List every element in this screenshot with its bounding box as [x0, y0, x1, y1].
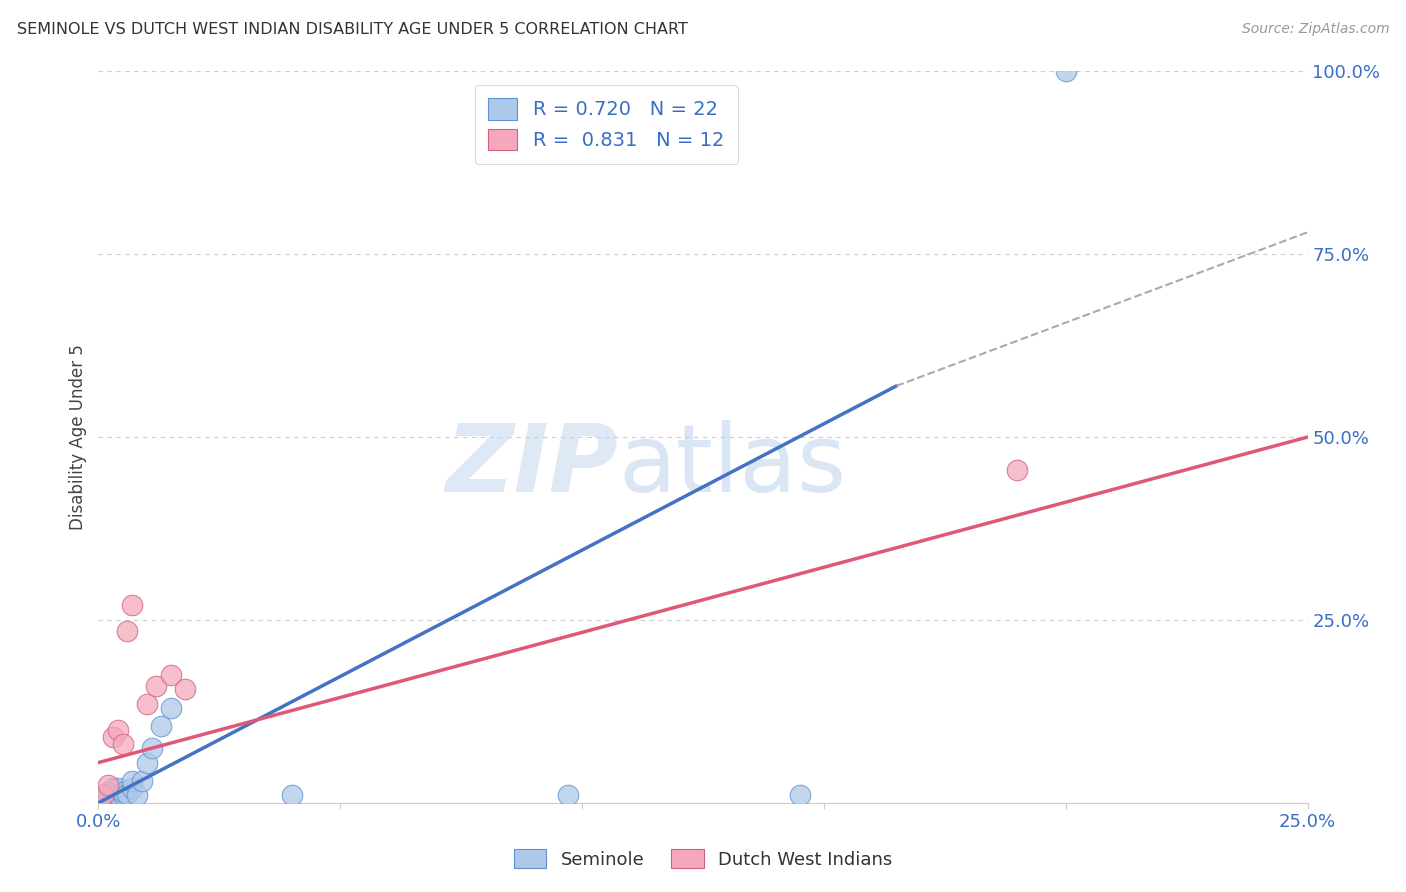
Point [121, 781, 143, 796]
Point [135, 756, 157, 770]
Point [121, 773, 143, 788]
Point [111, 785, 134, 799]
Text: ZIP: ZIP [446, 420, 619, 512]
Point [145, 679, 167, 693]
Point [111, 737, 134, 751]
Point [111, 789, 134, 803]
Y-axis label: Disability Age Under 5: Disability Age Under 5 [69, 344, 87, 530]
Text: atlas: atlas [619, 420, 846, 512]
Point [1007, 463, 1029, 477]
Point [91, 789, 114, 803]
Point [101, 730, 124, 744]
Point [141, 740, 163, 755]
Point [160, 667, 183, 681]
Point [107, 781, 129, 796]
Point [135, 697, 157, 711]
Point [107, 789, 129, 803]
Point [121, 599, 143, 613]
Point [1054, 64, 1077, 78]
Point [91, 789, 114, 804]
Point [557, 789, 579, 803]
Point [117, 624, 139, 638]
Point [97, 785, 120, 799]
Point [281, 789, 304, 803]
Text: Source: ZipAtlas.com: Source: ZipAtlas.com [1241, 22, 1389, 37]
Text: SEMINOLE VS DUTCH WEST INDIAN DISABILITY AGE UNDER 5 CORRELATION CHART: SEMINOLE VS DUTCH WEST INDIAN DISABILITY… [17, 22, 688, 37]
Point [174, 682, 197, 697]
Legend: Seminole, Dutch West Indians: Seminole, Dutch West Indians [506, 842, 900, 876]
Point [127, 789, 149, 803]
Point [107, 723, 129, 737]
Point [97, 789, 120, 803]
Point [131, 773, 153, 788]
Point [117, 787, 139, 801]
Point [97, 778, 120, 792]
Point [789, 789, 811, 803]
Point [160, 700, 183, 714]
Point [101, 781, 124, 796]
Point [101, 787, 124, 801]
Legend: R = 0.720   N = 22, R =  0.831   N = 12: R = 0.720 N = 22, R = 0.831 N = 12 [475, 85, 738, 164]
Point [150, 719, 173, 733]
